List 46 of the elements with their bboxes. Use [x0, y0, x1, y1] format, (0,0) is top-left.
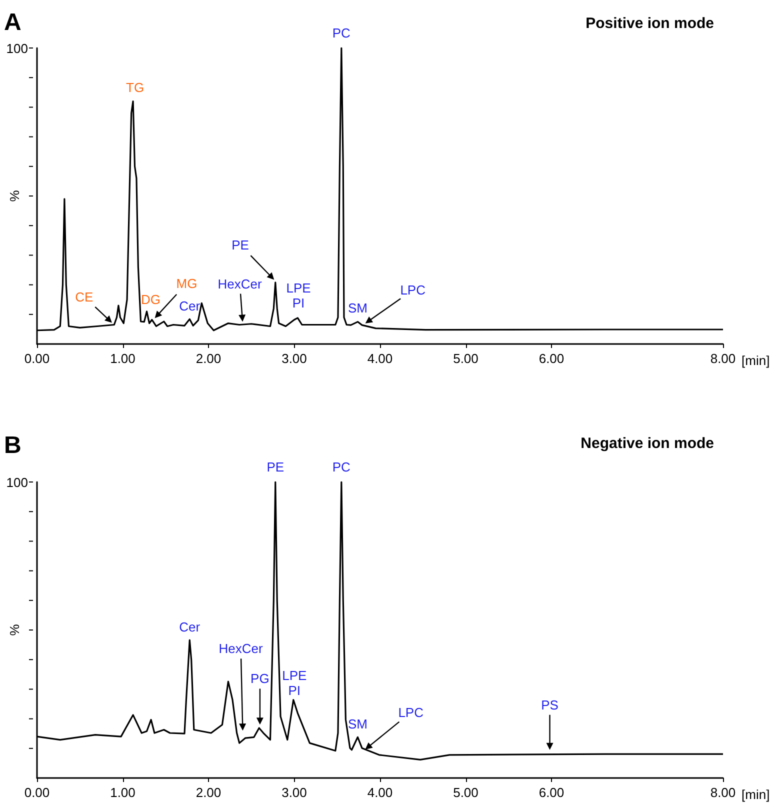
x-tick-label: 3.00 — [282, 785, 307, 800]
x-axis-title: [min] — [742, 353, 770, 368]
chart-title: Positive ion mode — [586, 15, 714, 32]
annotation: PG — [250, 671, 270, 686]
x-tick-label: 4.00 — [367, 351, 393, 366]
x-tick-label: 2.00 — [196, 351, 222, 366]
x-tick-label: 3.00 — [282, 351, 307, 366]
annotation: LPC — [398, 704, 424, 720]
x-tick-label: 4.00 — [367, 785, 393, 800]
text: A — [4, 9, 22, 36]
annotation: Cer — [179, 298, 201, 314]
y-axis-title: % — [7, 190, 22, 202]
annotation: PE — [232, 237, 250, 252]
x-tick-label: 6.00 — [538, 351, 564, 366]
annotation: LPE PI — [286, 280, 312, 310]
annotation: LPC — [400, 282, 426, 298]
text: 100 — [6, 475, 28, 490]
x-tick-label: 1.00 — [110, 785, 136, 800]
annotation: TG — [126, 80, 144, 95]
x-tick-label: 0.00 — [24, 351, 50, 366]
annotation: CE — [75, 289, 94, 304]
x-tick-label: 6.00 — [538, 785, 564, 800]
x-tick-label: 8.00 — [710, 351, 736, 366]
annotation: DG — [141, 292, 161, 307]
chart-title: Negative ion mode — [580, 435, 714, 452]
annotation: PC — [332, 460, 350, 474]
annotation: SM — [348, 300, 368, 316]
text: B — [4, 432, 22, 459]
annotation: MG — [176, 276, 198, 291]
text: 100 — [6, 41, 28, 56]
annotation: Cer — [179, 620, 201, 635]
annotation: SM — [348, 716, 368, 732]
annotation: PE — [266, 460, 284, 474]
x-tick-label: 1.00 — [110, 351, 136, 366]
annotation: HexCer — [218, 641, 264, 656]
x-tick-label: 5.00 — [453, 351, 478, 366]
x-tick-label: 5.00 — [453, 785, 478, 800]
x-tick-label: 8.00 — [710, 785, 736, 800]
annotation: HexCer — [218, 276, 262, 292]
x-tick-label: 2.00 — [196, 785, 222, 800]
annotation: PC — [332, 26, 350, 40]
annotation: PS — [541, 697, 559, 712]
annotation: LPE PI — [282, 668, 308, 698]
x-axis-title: [min] — [742, 787, 770, 802]
x-tick-label: 0.00 — [24, 785, 50, 800]
y-axis-title: % — [7, 624, 22, 636]
